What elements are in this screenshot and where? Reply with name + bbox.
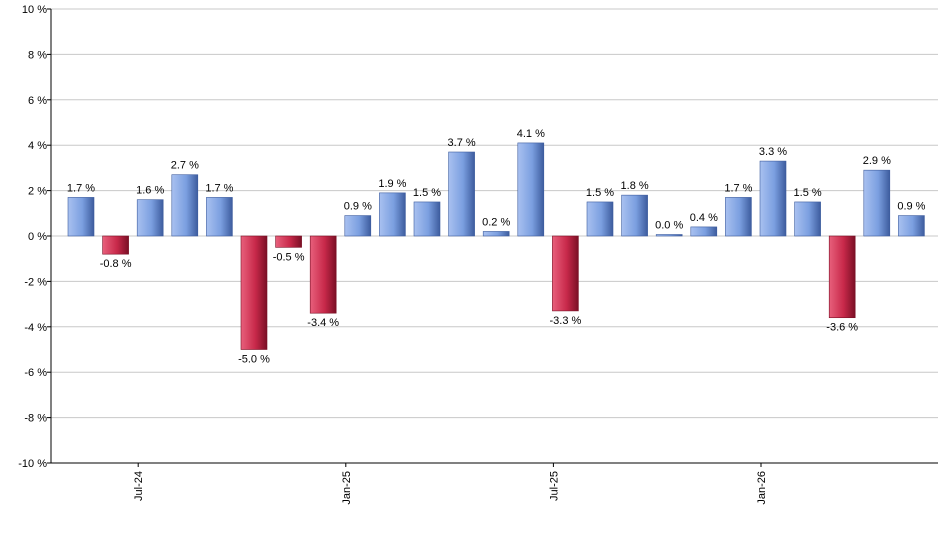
bar bbox=[413, 201, 441, 237]
bar bbox=[102, 235, 129, 255]
data-label: 1.8 % bbox=[621, 180, 649, 192]
y-tick-label: -6 % bbox=[24, 367, 47, 379]
data-label: 1.9 % bbox=[378, 178, 406, 190]
y-tick-label: 0 % bbox=[28, 231, 47, 243]
data-label: 2.9 % bbox=[863, 155, 891, 167]
bar bbox=[517, 142, 545, 237]
data-label: 2.7 % bbox=[171, 160, 199, 172]
y-tick-label: -10 % bbox=[18, 458, 47, 470]
bar bbox=[863, 169, 891, 237]
x-tick-label: Jan-25 bbox=[341, 471, 353, 505]
bar bbox=[67, 197, 95, 237]
data-label: 1.5 % bbox=[586, 187, 614, 199]
bar bbox=[136, 199, 164, 237]
data-labels: 1.7 % -0.8 % 1.6 % 2.7 % 1.7 % -5.0 % -0.5 % -3… bbox=[67, 128, 926, 366]
data-label: 0.0 % bbox=[655, 220, 683, 232]
data-label: 1.7 % bbox=[67, 182, 95, 194]
y-axis-tick-labels: -10 % -8 % -6 % -4 % -2 % 0 % 2 % 4 % 6 % 8 % 10 % bbox=[18, 4, 47, 470]
bar bbox=[379, 192, 406, 237]
bar bbox=[171, 174, 199, 237]
x-tick-label: Jul-24 bbox=[133, 471, 145, 501]
y-tick-label: -2 % bbox=[24, 276, 47, 288]
data-label: 0.2 % bbox=[482, 216, 510, 228]
data-label: 3.3 % bbox=[759, 146, 787, 158]
data-label: -5.0 % bbox=[238, 354, 270, 366]
y-tick-label: -8 % bbox=[24, 413, 47, 425]
bar bbox=[448, 151, 475, 237]
x-tick-label: Jul-25 bbox=[548, 471, 560, 501]
bar bbox=[725, 197, 752, 237]
bar bbox=[621, 194, 648, 237]
y-tick-label: 2 % bbox=[28, 186, 47, 198]
data-label: -3.3 % bbox=[550, 315, 582, 327]
data-label: -3.4 % bbox=[307, 317, 339, 329]
grid-lines bbox=[47, 8, 938, 464]
y-tick-label: 10 % bbox=[22, 4, 47, 16]
bar bbox=[586, 201, 614, 237]
bar bbox=[552, 235, 579, 312]
data-label: 1.5 % bbox=[794, 187, 822, 199]
bars bbox=[67, 142, 925, 350]
bar bbox=[690, 226, 718, 237]
bar bbox=[759, 160, 787, 237]
y-tick-label: -4 % bbox=[24, 322, 47, 334]
bar bbox=[898, 215, 925, 237]
data-label: 1.7 % bbox=[205, 182, 233, 194]
bar bbox=[206, 197, 233, 237]
x-axis-tick-labels: Jul-24 Jan-25 Jul-25 Jan-26 bbox=[133, 463, 768, 505]
y-tick-label: 8 % bbox=[28, 49, 47, 61]
data-label: 0.9 % bbox=[897, 201, 925, 213]
data-label: 3.7 % bbox=[448, 137, 476, 149]
data-label: -0.5 % bbox=[273, 251, 305, 263]
bar bbox=[655, 234, 683, 237]
bar bbox=[309, 235, 337, 314]
data-label: 0.9 % bbox=[344, 201, 372, 213]
data-label: -3.6 % bbox=[826, 322, 858, 334]
data-label: 1.7 % bbox=[724, 182, 752, 194]
bar bbox=[344, 215, 372, 237]
bar bbox=[275, 235, 302, 248]
axes bbox=[50, 9, 938, 464]
bar bbox=[794, 201, 821, 237]
x-tick-label: Jan-26 bbox=[756, 471, 768, 505]
data-label: 4.1 % bbox=[517, 128, 545, 140]
y-tick-label: 4 % bbox=[28, 140, 47, 152]
bar bbox=[482, 231, 510, 237]
data-label: 1.6 % bbox=[136, 185, 164, 197]
bar bbox=[828, 235, 856, 319]
bar bbox=[240, 235, 268, 350]
data-label: -0.8 % bbox=[100, 258, 132, 270]
data-label: 0.4 % bbox=[690, 212, 718, 224]
y-tick-label: 6 % bbox=[28, 95, 47, 107]
data-label: 1.5 % bbox=[413, 187, 441, 199]
